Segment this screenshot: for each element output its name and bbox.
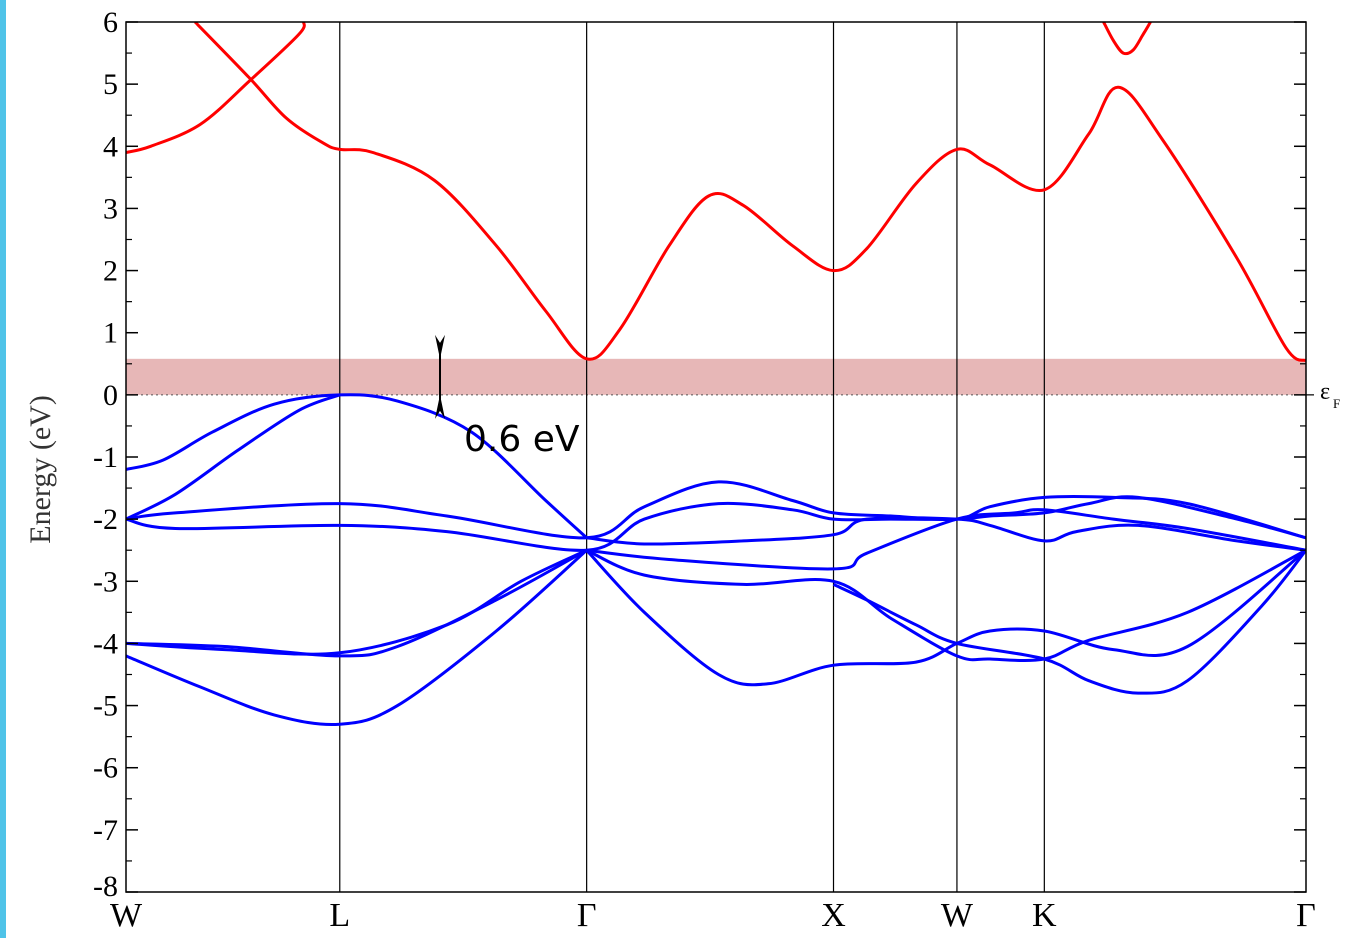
kpoint-label: X: [821, 897, 846, 934]
gap-arrow-head-bottom: [435, 394, 445, 419]
kpoint-label: Γ: [577, 897, 597, 934]
y-tick-label: 1: [103, 317, 118, 350]
valence-band-line: [126, 549, 588, 727]
y-axis-label: Energy (eV): [24, 395, 57, 544]
y-tick-label: -5: [93, 690, 118, 723]
y-tick-label: -8: [93, 870, 118, 903]
valence-band-line: [586, 508, 1306, 571]
valence-band-line: [126, 480, 1306, 540]
kpoint-label: K: [1032, 897, 1057, 934]
y-tick-label: -7: [93, 814, 118, 847]
kpoint-label: W: [110, 897, 143, 934]
bands-group: [126, 22, 1306, 727]
valence-band-line: [586, 516, 1306, 552]
y-tick-label: 6: [103, 6, 118, 39]
y-tick-label: 2: [103, 255, 118, 288]
valence-band-line: [126, 548, 588, 658]
y-tick-label: -4: [93, 627, 118, 660]
valence-band-line: [832, 549, 1306, 695]
band-gap-region: [126, 358, 1306, 395]
y-tick-label: -1: [93, 441, 118, 474]
y-tick-label: 4: [103, 130, 118, 163]
valence-band-line: [585, 548, 1306, 662]
kpoint-label: L: [329, 897, 350, 934]
conduction-band-line: [194, 22, 1306, 363]
plot-frame: [125, 21, 1307, 893]
gap-arrow-head-top: [435, 334, 445, 359]
y-tick-label: -3: [93, 565, 118, 598]
conduction-band-line: [1102, 22, 1152, 56]
y-tick-label: -6: [93, 752, 118, 785]
valence-band-line: [126, 393, 588, 539]
conduction-band-line: [126, 22, 306, 154]
valence-band-line: [126, 393, 341, 521]
kpoint-label: W: [941, 897, 974, 934]
y-tick-label: 3: [103, 192, 118, 225]
y-tick-label: -2: [93, 503, 118, 536]
y-tick-label: 0: [103, 379, 118, 412]
valence-band-line: [126, 548, 588, 656]
fermi-label-subscript: F: [1333, 396, 1340, 411]
valence-band-line: [585, 549, 1306, 687]
left-frame-border: [0, 0, 6, 938]
kpoint-label: Γ: [1296, 897, 1316, 934]
y-tick-label: 5: [103, 68, 118, 101]
gap-label: 0.6 eV: [464, 419, 580, 460]
valence-band-line: [126, 495, 1306, 552]
fermi-label: ε: [1320, 379, 1330, 405]
